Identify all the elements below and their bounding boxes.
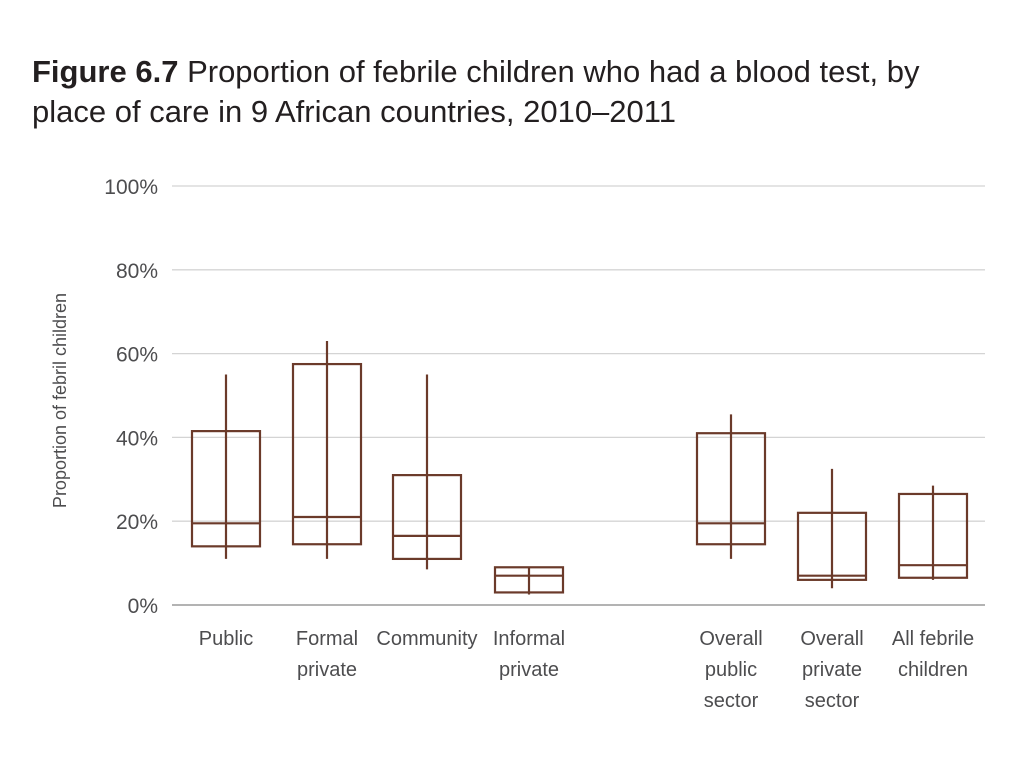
box-iqr [291,362,363,546]
category-label-1: Public [199,628,253,650]
y-tick-label-20: 20% [116,511,158,534]
category-label-3: Community [376,628,477,650]
gridlines [172,185,985,606]
box-4 [493,566,565,595]
category-label-4: Informal private [493,628,565,681]
y-tick-label-40: 40% [116,427,158,450]
box-3 [391,374,463,570]
boxes [190,341,969,595]
y-tick-label-100: 100% [104,176,158,199]
y-tick-label-0: 0% [128,595,158,618]
figure-number: Figure 6.7 [32,54,179,89]
y-axis-label: Proportion of febril children [50,293,70,508]
category-label-6: Overall private sector [800,628,863,712]
box-6 [796,468,868,589]
category-label-5: Overall public sector [699,628,762,712]
box-iqr [391,474,463,561]
category-labels: Public Formal private Community Informal priv… [199,628,974,712]
box-5 [695,414,767,559]
category-label-7: All febrile children [892,628,974,681]
chart-title: Figure 6.7 Proportion of febrile childre… [32,52,1002,132]
box-iqr [190,430,262,548]
box-iqr [695,432,767,546]
box-iqr [796,511,868,581]
box-2 [291,341,363,559]
y-axis-tick-labels: 0% 20% 40% 60% 80% 100% [104,176,158,618]
box-iqr [897,492,969,579]
category-label-2: Formal private [296,628,358,681]
y-tick-label-60: 60% [116,344,158,367]
box-1 [190,374,262,559]
box-7 [897,485,969,580]
y-tick-label-80: 80% [116,260,158,283]
figure-title-text: Proportion of febrile children who had a… [32,54,920,129]
box-iqr [493,566,565,594]
